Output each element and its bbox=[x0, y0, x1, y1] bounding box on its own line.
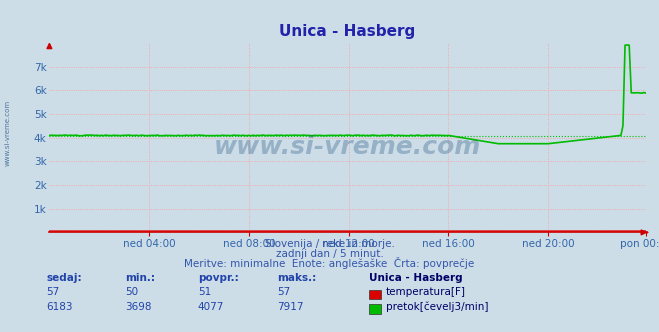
Text: 50: 50 bbox=[125, 288, 138, 297]
Text: 57: 57 bbox=[277, 288, 290, 297]
Text: www.si-vreme.com: www.si-vreme.com bbox=[214, 135, 481, 159]
Text: Slovenija / reke in morje.: Slovenija / reke in morje. bbox=[264, 239, 395, 249]
Text: 4077: 4077 bbox=[198, 302, 224, 312]
Text: pretok[čevelj3/min]: pretok[čevelj3/min] bbox=[386, 302, 488, 312]
Text: povpr.:: povpr.: bbox=[198, 273, 239, 283]
Text: maks.:: maks.: bbox=[277, 273, 316, 283]
Text: zadnji dan / 5 minut.: zadnji dan / 5 minut. bbox=[275, 249, 384, 259]
Text: 7917: 7917 bbox=[277, 302, 303, 312]
Text: 57: 57 bbox=[46, 288, 59, 297]
Text: 3698: 3698 bbox=[125, 302, 152, 312]
Text: 6183: 6183 bbox=[46, 302, 72, 312]
Text: Unica - Hasberg: Unica - Hasberg bbox=[369, 273, 463, 283]
Title: Unica - Hasberg: Unica - Hasberg bbox=[279, 24, 416, 39]
Text: Meritve: minimalne  Enote: anglešaške  Črta: povprečje: Meritve: minimalne Enote: anglešaške Črt… bbox=[185, 257, 474, 269]
Text: www.si-vreme.com: www.si-vreme.com bbox=[5, 100, 11, 166]
Text: temperatura[F]: temperatura[F] bbox=[386, 288, 465, 297]
Text: 51: 51 bbox=[198, 288, 211, 297]
Text: min.:: min.: bbox=[125, 273, 156, 283]
Text: sedaj:: sedaj: bbox=[46, 273, 82, 283]
